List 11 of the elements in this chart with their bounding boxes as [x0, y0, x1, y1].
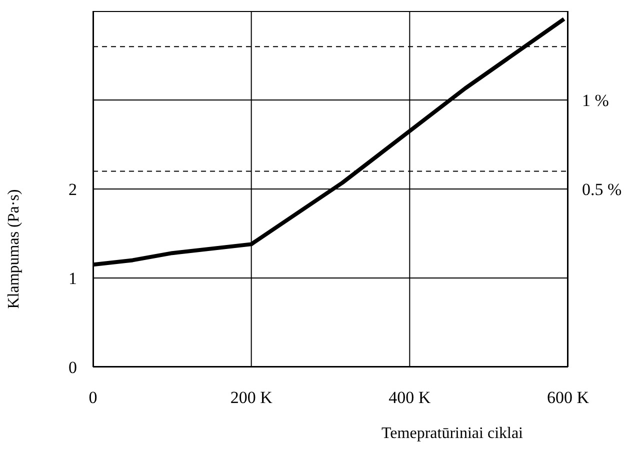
y2-tick-label: 1 % — [582, 91, 609, 110]
x-tick-label: 400 K — [388, 388, 432, 408]
y2-tick-label: 0.5 % — [582, 180, 622, 200]
x-tick-label: 600 K — [546, 388, 590, 408]
y-tick-label: 0 — [68, 358, 77, 378]
y-axis-title: Klampumas (Pa·s) — [6, 189, 23, 309]
x-tick-label: 200 K — [230, 388, 274, 408]
y-tick-label: 1 — [68, 269, 77, 288]
x-tick-label: 0 — [88, 388, 98, 408]
x-axis-title: Temepratūriniai ciklai — [382, 425, 524, 442]
y-tick-label: 2 — [68, 180, 77, 200]
